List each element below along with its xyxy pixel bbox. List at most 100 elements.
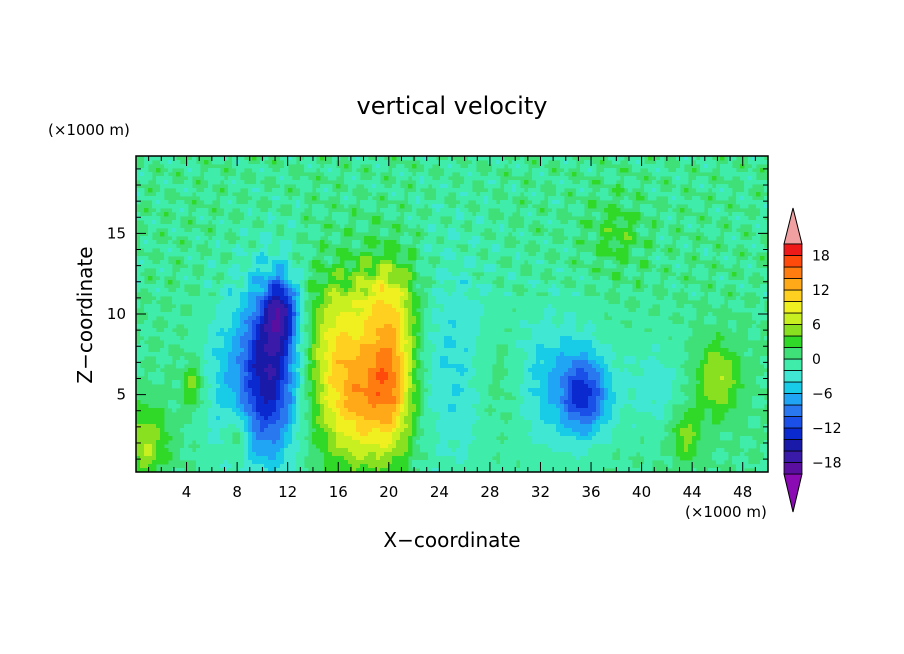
contour-cell <box>540 196 545 201</box>
contour-cell <box>372 344 377 349</box>
contour-cell <box>516 180 521 185</box>
contour-cell <box>472 192 477 197</box>
contour-cell <box>320 268 325 273</box>
contour-cell <box>148 240 153 245</box>
contour-cell <box>348 228 353 233</box>
contour-cell <box>276 260 281 265</box>
contour-cell <box>592 212 597 217</box>
contour-cell <box>344 312 349 317</box>
contour-cell <box>256 164 261 169</box>
contour-cell <box>332 284 337 289</box>
contour-cell <box>472 268 477 273</box>
contour-cell <box>728 240 733 245</box>
contour-cell <box>432 248 437 253</box>
contour-cell <box>360 220 365 225</box>
contour-cell <box>196 280 201 285</box>
contour-cell <box>496 332 501 337</box>
contour-cell <box>168 176 173 181</box>
contour-cell <box>616 228 621 233</box>
contour-cell <box>172 332 177 337</box>
contour-cell <box>664 220 669 225</box>
contour-cell <box>740 172 745 177</box>
contour-cell <box>736 212 741 217</box>
contour-cell <box>332 296 337 301</box>
contour-cell <box>148 284 153 289</box>
contour-cell <box>208 304 213 309</box>
contour-cell <box>144 264 149 269</box>
contour-cell <box>532 264 537 269</box>
contour-cell <box>344 336 349 341</box>
contour-cell <box>380 208 385 213</box>
contour-cell <box>680 240 685 245</box>
contour-cell <box>404 268 409 273</box>
contour-cell <box>344 328 349 333</box>
contour-cell <box>304 160 309 165</box>
contour-cell <box>616 304 621 309</box>
contour-cell <box>712 276 717 281</box>
contour-cell <box>340 336 345 341</box>
contour-cell <box>244 252 249 257</box>
contour-cell <box>392 264 397 269</box>
contour-cell <box>448 288 453 293</box>
contour-cell <box>200 212 205 217</box>
contour-cell <box>580 284 585 289</box>
contour-cell <box>136 256 141 261</box>
contour-cell <box>440 340 445 345</box>
contour-cell <box>260 272 265 277</box>
contour-cell <box>660 216 665 221</box>
contour-cell <box>580 312 585 317</box>
contour-cell <box>344 300 349 305</box>
contour-cell <box>488 280 493 285</box>
contour-cell <box>504 216 509 221</box>
contour-cell <box>440 300 445 305</box>
contour-cell <box>476 300 481 305</box>
contour-cell <box>428 312 433 317</box>
contour-cell <box>284 304 289 309</box>
contour-cell <box>336 328 341 333</box>
contour-cell <box>580 168 585 173</box>
contour-cell <box>680 256 685 261</box>
contour-cell <box>252 340 257 345</box>
contour-cell <box>732 328 737 333</box>
contour-cell <box>552 216 557 221</box>
contour-cell <box>520 212 525 217</box>
contour-cell <box>672 332 677 337</box>
contour-cell <box>424 336 429 341</box>
contour-cell <box>340 296 345 301</box>
contour-cell <box>360 180 365 185</box>
contour-cell <box>336 168 341 173</box>
contour-cell <box>236 324 241 329</box>
contour-cell <box>368 296 373 301</box>
contour-cell <box>544 344 549 349</box>
contour-cell <box>672 196 677 201</box>
contour-cell <box>336 304 341 309</box>
contour-cell <box>712 176 717 181</box>
contour-cell <box>740 200 745 205</box>
contour-cell <box>764 276 769 281</box>
contour-cell <box>748 200 753 205</box>
contour-cell <box>280 292 285 297</box>
contour-cell <box>572 184 577 189</box>
contour-cell <box>716 188 721 193</box>
contour-cell <box>216 260 221 265</box>
contour-cell <box>644 204 649 209</box>
contour-cell <box>352 320 357 325</box>
contour-cell <box>640 312 645 317</box>
contour-cell <box>196 340 201 345</box>
contour-cell <box>328 344 333 349</box>
contour-cell <box>404 332 409 337</box>
contour-cell <box>576 192 581 197</box>
contour-cell <box>400 320 405 325</box>
contour-cell <box>444 212 449 217</box>
contour-cell <box>208 280 213 285</box>
contour-cell <box>448 340 453 345</box>
contour-cell <box>240 268 245 273</box>
contour-cell <box>348 344 353 349</box>
contour-cell <box>224 240 229 245</box>
contour-cell <box>432 288 437 293</box>
contour-cell <box>604 280 609 285</box>
contour-cell <box>504 208 509 213</box>
contour-cell <box>336 312 341 317</box>
contour-cell <box>600 172 605 177</box>
contour-cell <box>500 268 505 273</box>
